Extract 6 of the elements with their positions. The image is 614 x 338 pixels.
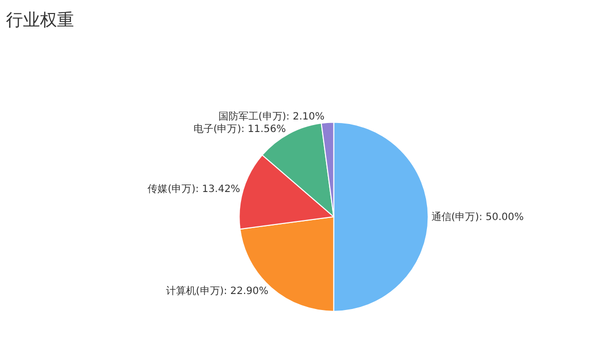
slice-label: 计算机(申万): 22.90% xyxy=(166,285,268,298)
chart-title: 行业权重 xyxy=(6,10,74,30)
slice-label: 电子(申万): 11.56% xyxy=(193,122,286,135)
slice-label: 传媒(申万): 13.42% xyxy=(148,183,240,196)
slice-label: 国防军工(申万): 2.10% xyxy=(218,110,324,123)
slice-label: 通信(申万): 50.00% xyxy=(431,210,524,223)
